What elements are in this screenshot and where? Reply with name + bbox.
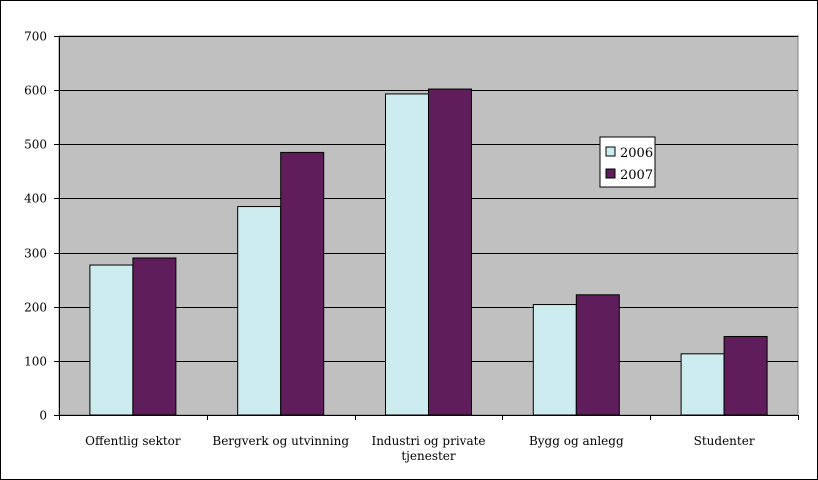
x-category-label: Bygg og anlegg — [529, 434, 624, 448]
legend: 2006 2007 — [600, 137, 655, 187]
legend-swatch-2007 — [606, 169, 615, 178]
bar-2007 — [724, 336, 767, 415]
x-category-label: Bergverk og utvinning — [212, 434, 349, 448]
y-tick-label: 0 — [39, 409, 47, 423]
legend-swatch-2006 — [606, 147, 615, 156]
category-labels: Offentlig sektor Bergverk og utvinning Ind… — [85, 434, 755, 463]
bar-2007 — [281, 152, 324, 415]
legend-label-2007: 2007 — [620, 168, 653, 183]
bar-2007 — [133, 258, 176, 415]
y-tick-label: 200 — [24, 301, 47, 315]
y-tick-label: 100 — [24, 355, 47, 369]
y-tick-label: 400 — [24, 192, 47, 206]
y-tick-label: 700 — [24, 30, 47, 44]
bar-2006 — [386, 94, 429, 415]
y-tick-label: 600 — [24, 84, 47, 98]
bar-2006 — [681, 354, 724, 415]
bar-2006 — [238, 207, 281, 415]
bar-2007 — [429, 89, 472, 415]
bar-2007 — [576, 295, 619, 415]
y-tick-label: 500 — [24, 138, 47, 152]
x-category-label: Offentlig sektor — [85, 434, 181, 448]
x-category-label: Studenter — [694, 434, 755, 448]
bar-2006 — [90, 265, 133, 415]
y-tick-label: 300 — [24, 247, 47, 261]
x-category-label: tjenester — [401, 449, 456, 463]
x-category-label: Industri og private — [371, 434, 485, 448]
bar-2006 — [533, 305, 576, 415]
legend-label-2006: 2006 — [620, 146, 653, 161]
